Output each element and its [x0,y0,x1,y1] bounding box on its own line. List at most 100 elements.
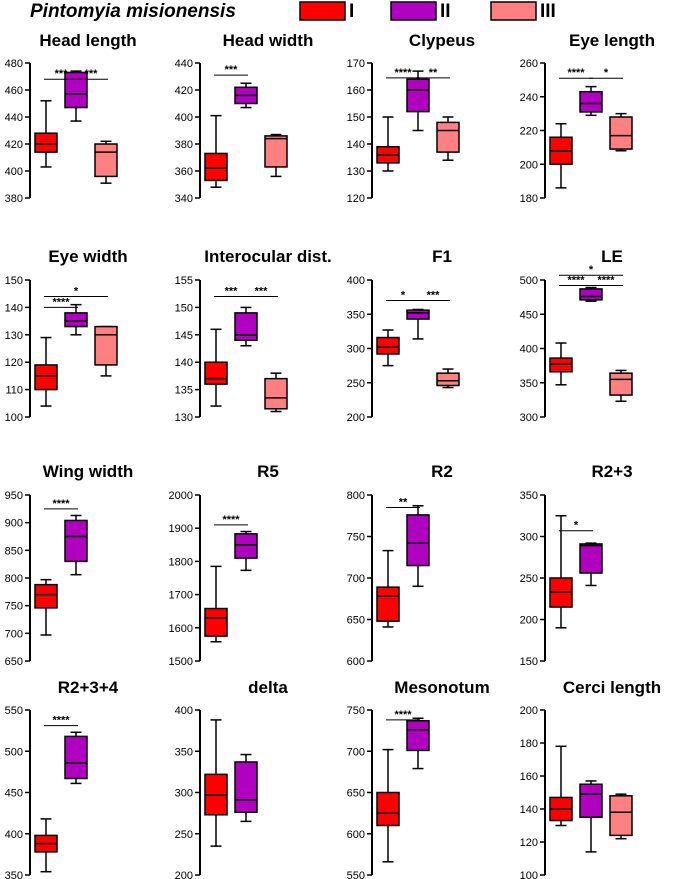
y-tick-label: 300 [347,344,365,356]
box-group-ii [64,731,88,785]
panel-title: R2 [431,462,453,481]
y-tick-label: 110 [5,385,23,397]
box-iqr [234,312,258,342]
panel-13: R2+3+4 350 400 450 500 550 **** [5,678,119,879]
significance-label: *** [427,290,441,302]
y-tick-label: 500 [520,275,538,287]
y-tick-label: 400 [520,344,538,356]
box-iqr [406,309,430,320]
significance-label: *** [225,64,239,76]
box-group-i [34,336,58,407]
y-tick-label: 650 [347,615,365,627]
legend-swatch-ii [390,1,437,21]
box-iqr [34,132,58,153]
box-iqr [234,761,258,814]
box-iqr [64,735,88,780]
box-group-ii [579,780,603,853]
y-tick-label: 950 [5,490,23,502]
box-group-i [376,116,400,172]
y-tick-label: 450 [520,309,538,321]
panel-title: LE [601,247,623,266]
y-tick-label: 400 [5,829,23,841]
y-tick-label: 450 [5,788,23,800]
significance-label: ** [399,496,408,508]
box-iqr [609,116,633,150]
y-tick-label: 440 [175,58,193,70]
box-group-ii [579,542,603,587]
panel-title: R5 [257,462,279,481]
significance-label: *** [225,285,239,297]
box-iqr [436,121,460,153]
box-iqr [204,607,228,637]
y-tick-label: 350 [347,309,365,321]
box-iqr [234,533,258,559]
panel-title: Mesonotum [394,678,489,697]
significance-label: **** [567,67,585,79]
y-tick-label: 850 [5,545,23,557]
box-iqr [609,372,633,396]
box-group-i [34,100,58,168]
y-tick-label: 750 [5,601,23,613]
significance-label: ** [429,67,438,79]
y-tick-label: 120 [5,357,23,369]
significance-label: * [604,67,609,79]
y-tick-label: 145 [175,330,193,342]
panel-11: R2 600 650 700 750 800 ** [347,462,453,668]
y-tick-label: 180 [520,738,538,750]
box-group-ii [406,717,430,770]
panel-2: Head width 340 360 380 400 420 440 *** [175,31,314,205]
y-tick-label: 100 [520,870,538,879]
y-tick-label: 550 [5,705,23,717]
y-tick-label: 135 [175,385,193,397]
box-group-ii [406,308,430,340]
legend-swatch-i [299,1,346,21]
box-group-ii [579,286,603,302]
y-tick-label: 1500 [169,656,193,668]
box-iqr [264,135,288,168]
box-iqr [376,791,400,827]
box-iqr [34,364,58,391]
y-tick-label: 140 [5,302,23,314]
box-iqr [64,519,88,563]
y-tick-label: 140 [347,139,365,151]
y-tick-label: 550 [347,870,365,879]
legend: Pintomyia misionensis I II III [30,1,556,22]
y-tick-label: 1800 [169,556,193,568]
box-group-i [549,342,573,386]
y-tick-label: 130 [175,412,193,424]
y-tick-label: 800 [347,490,365,502]
panel-14: delta 200 250 300 350 400 [175,678,289,879]
significance-label: *** [85,68,99,80]
y-tick-label: 700 [347,746,365,758]
y-tick-label: 750 [347,705,365,717]
significance-label: **** [52,715,70,727]
box-iqr [579,543,603,574]
box-group-i [204,719,228,847]
y-tick-label: 900 [5,518,23,530]
box-group-iii [436,368,460,389]
y-tick-label: 260 [520,58,538,70]
box-group-ii [579,85,603,117]
y-tick-label: 250 [520,573,538,585]
box-group-ii [234,753,258,823]
y-tick-label: 160 [347,85,365,97]
y-tick-label: 150 [175,302,193,314]
y-tick-label: 220 [520,126,538,138]
y-tick-label: 140 [520,804,538,816]
box-iqr [34,583,58,609]
significance-label: **** [52,296,70,308]
significance-label: *** [255,285,269,297]
y-tick-label: 140 [175,357,193,369]
y-tick-label: 200 [520,159,538,171]
box-group-ii [406,505,430,588]
box-group-iii [436,116,460,161]
y-tick-label: 600 [347,656,365,668]
significance-label: * [401,290,406,302]
box-iqr [579,90,603,113]
y-tick-label: 400 [347,275,365,287]
y-tick-label: 380 [5,193,23,205]
significance-label: * [589,264,594,276]
